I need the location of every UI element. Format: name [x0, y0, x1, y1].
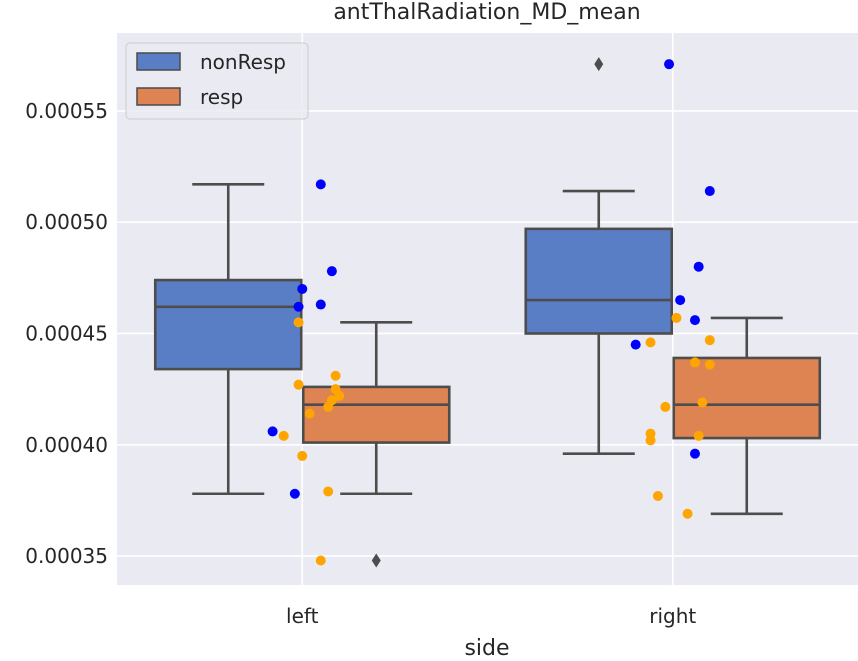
data-point-resp — [697, 397, 708, 408]
data-point-resp — [660, 401, 671, 412]
y-tick-label: 0.00055 — [25, 99, 108, 123]
data-point-nonResp — [289, 488, 300, 499]
data-point-nonResp — [315, 299, 326, 310]
chart-title: antThalRadiation_MD_mean — [333, 0, 640, 25]
strip-points — [267, 59, 715, 566]
data-point-resp — [645, 435, 656, 446]
legend-label-resp: resp — [200, 85, 243, 109]
data-point-resp — [293, 379, 304, 390]
y-tick-labels: 0.00035 0.00040 0.00045 0.00050 0.00055 — [25, 99, 108, 568]
x-tick-label: right — [649, 604, 696, 628]
data-point-resp — [315, 555, 326, 566]
y-tick-label: 0.00040 — [25, 433, 108, 457]
data-point-resp — [293, 317, 304, 328]
data-point-resp — [671, 312, 682, 323]
y-tick-label: 0.00050 — [25, 210, 108, 234]
x-tick-label: left — [286, 604, 319, 628]
outlier-marker — [371, 553, 381, 568]
boxes — [153, 57, 822, 568]
box-resp-left — [301, 385, 451, 444]
box-resp-right — [672, 356, 822, 440]
data-point-resp — [645, 337, 656, 348]
x-tick-labels: left right — [286, 604, 696, 628]
data-point-resp — [330, 370, 341, 381]
outlier-marker — [594, 57, 604, 72]
data-point-nonResp — [675, 295, 686, 306]
legend-swatch-nonresp — [136, 52, 181, 71]
legend-swatch-resp — [136, 87, 181, 106]
data-point-resp — [652, 490, 663, 501]
data-point-nonResp — [267, 426, 278, 437]
legend: nonResp resp — [125, 42, 309, 120]
data-point-nonResp — [315, 179, 326, 190]
data-point-nonResp — [704, 186, 715, 197]
data-point-resp — [304, 408, 315, 419]
data-point-resp — [278, 430, 289, 441]
y-tick-label: 0.00045 — [25, 321, 108, 345]
data-point-resp — [682, 508, 693, 519]
data-point-nonResp — [689, 315, 700, 326]
data-point-resp — [704, 335, 715, 346]
x-axis-title: side — [464, 636, 509, 661]
data-point-nonResp — [326, 266, 337, 277]
data-point-nonResp — [689, 448, 700, 459]
data-point-resp — [297, 450, 308, 461]
box-nonResp-right — [524, 227, 674, 335]
box-nonResp-left — [153, 278, 303, 371]
data-point-resp — [323, 486, 334, 497]
data-point-nonResp — [293, 301, 304, 312]
y-tick-label: 0.00035 — [25, 544, 108, 568]
data-point-nonResp — [664, 59, 675, 70]
legend-label-nonresp: nonResp — [200, 50, 286, 74]
data-point-nonResp — [630, 339, 641, 350]
data-point-resp — [323, 401, 334, 412]
data-point-nonResp — [297, 283, 308, 294]
data-point-resp — [334, 390, 345, 401]
data-point-nonResp — [693, 261, 704, 272]
data-point-resp — [693, 430, 704, 441]
data-point-resp — [689, 357, 700, 368]
data-point-resp — [704, 359, 715, 370]
